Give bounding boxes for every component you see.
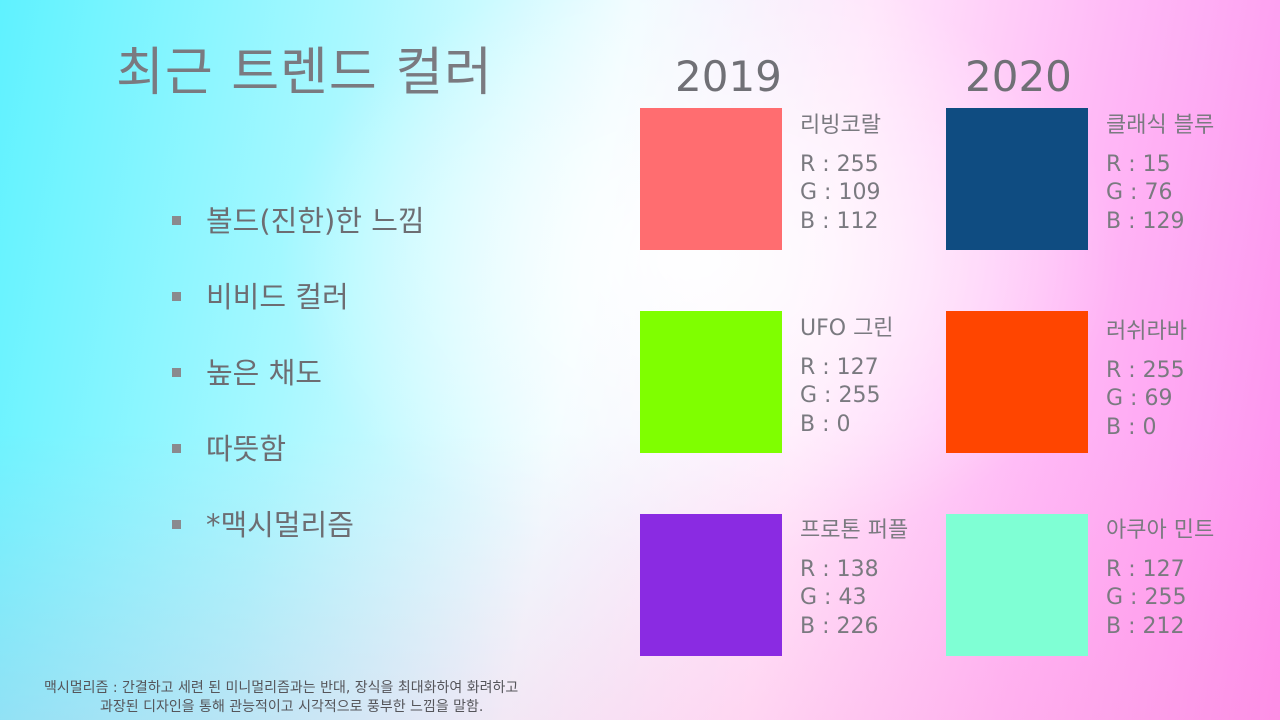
color-name: 리빙코랄 — [800, 113, 881, 138]
bullet-text: 높은 채도 — [206, 356, 322, 390]
color-r-value: R : 127 — [1106, 556, 1185, 582]
swatch-classic-blue — [946, 108, 1088, 250]
color-b-value: B : 129 — [1106, 208, 1185, 234]
color-g-value: G : 255 — [800, 383, 881, 408]
bullet-item: 높은 채도 — [172, 352, 425, 390]
color-g-value: G : 76 — [1106, 180, 1173, 205]
color-b-value: B : 0 — [800, 411, 851, 437]
footnote-line-2: 과장된 디자인을 통해 관능적이고 시각적으로 풍부한 느낌을 말함. — [100, 699, 484, 715]
color-info-living-coral: 리빙코랄 R : 255 G : 109 B : 112 — [800, 112, 881, 236]
bullet-square-icon — [172, 443, 181, 453]
color-b-value: B : 112 — [800, 208, 879, 234]
color-info-classic-blue: 클래식 블루 R : 15 G : 76 B : 129 — [1106, 112, 1214, 236]
bullet-square-icon — [172, 291, 181, 301]
color-name: UFO 그린 — [800, 316, 894, 341]
color-b-value: B : 226 — [800, 613, 879, 639]
year-2019-heading: 2019 — [675, 52, 782, 101]
color-g-value: G : 43 — [800, 585, 867, 610]
swatch-proton-purple — [640, 514, 782, 656]
swatch-living-coral — [640, 108, 782, 250]
bullet-square-icon — [172, 367, 181, 377]
year-2020-heading: 2020 — [965, 52, 1072, 101]
color-info-aqua-mint: 아쿠아 민트 R : 127 G : 255 B : 212 — [1106, 517, 1214, 641]
color-name: 아쿠아 민트 — [1106, 518, 1215, 543]
bullet-text: 비비드 컬러 — [206, 280, 349, 314]
color-r-value: R : 127 — [800, 354, 879, 380]
bullet-square-icon — [172, 215, 181, 225]
swatch-ufo-green — [640, 311, 782, 453]
color-g-value: G : 69 — [1106, 386, 1173, 411]
bullet-text: *맥시멀리즘 — [206, 508, 354, 542]
footnote-line-1: 맥시멀리즘 : 간결하고 세련 된 미니멀리즘과는 반대, 장식을 최대화하여 … — [44, 680, 519, 696]
color-r-value: R : 255 — [1106, 357, 1185, 383]
color-g-value: G : 255 — [1106, 585, 1187, 610]
bullet-item: 볼드(진한)한 느낌 — [172, 200, 425, 238]
color-r-value: R : 255 — [800, 151, 879, 177]
color-info-proton-purple: 프로톤 퍼플 R : 138 G : 43 B : 226 — [800, 517, 908, 641]
swatch-aqua-mint — [946, 514, 1088, 656]
color-r-value: R : 15 — [1106, 151, 1171, 177]
color-r-value: R : 138 — [800, 556, 879, 582]
slide-title: 최근 트렌드 컬러 — [116, 43, 493, 103]
bullet-text: 볼드(진한)한 느낌 — [206, 204, 425, 238]
color-name: 러쉬라바 — [1106, 319, 1187, 344]
bullet-list: 볼드(진한)한 느낌 비비드 컬러 높은 채도 따뜻함 *맥시멀리즘 — [172, 200, 425, 580]
color-b-value: B : 0 — [1106, 414, 1157, 440]
color-b-value: B : 212 — [1106, 613, 1185, 639]
bullet-square-icon — [172, 519, 181, 529]
bullet-item: 따뜻함 — [172, 428, 425, 466]
color-name: 프로톤 퍼플 — [800, 518, 909, 543]
color-info-ufo-green: UFO 그린 R : 127 G : 255 B : 0 — [800, 315, 894, 439]
bullet-item: *맥시멀리즘 — [172, 504, 425, 542]
color-name: 클래식 블루 — [1106, 113, 1215, 138]
color-info-lush-lava: 러쉬라바 R : 255 G : 69 B : 0 — [1106, 318, 1187, 442]
color-g-value: G : 109 — [800, 180, 881, 205]
bullet-text: 따뜻함 — [206, 432, 287, 466]
bullet-item: 비비드 컬러 — [172, 276, 425, 314]
footnote: 맥시멀리즘 : 간결하고 세련 된 미니멀리즘과는 반대, 장식을 최대화하여 … — [44, 679, 518, 717]
swatch-lush-lava — [946, 311, 1088, 453]
